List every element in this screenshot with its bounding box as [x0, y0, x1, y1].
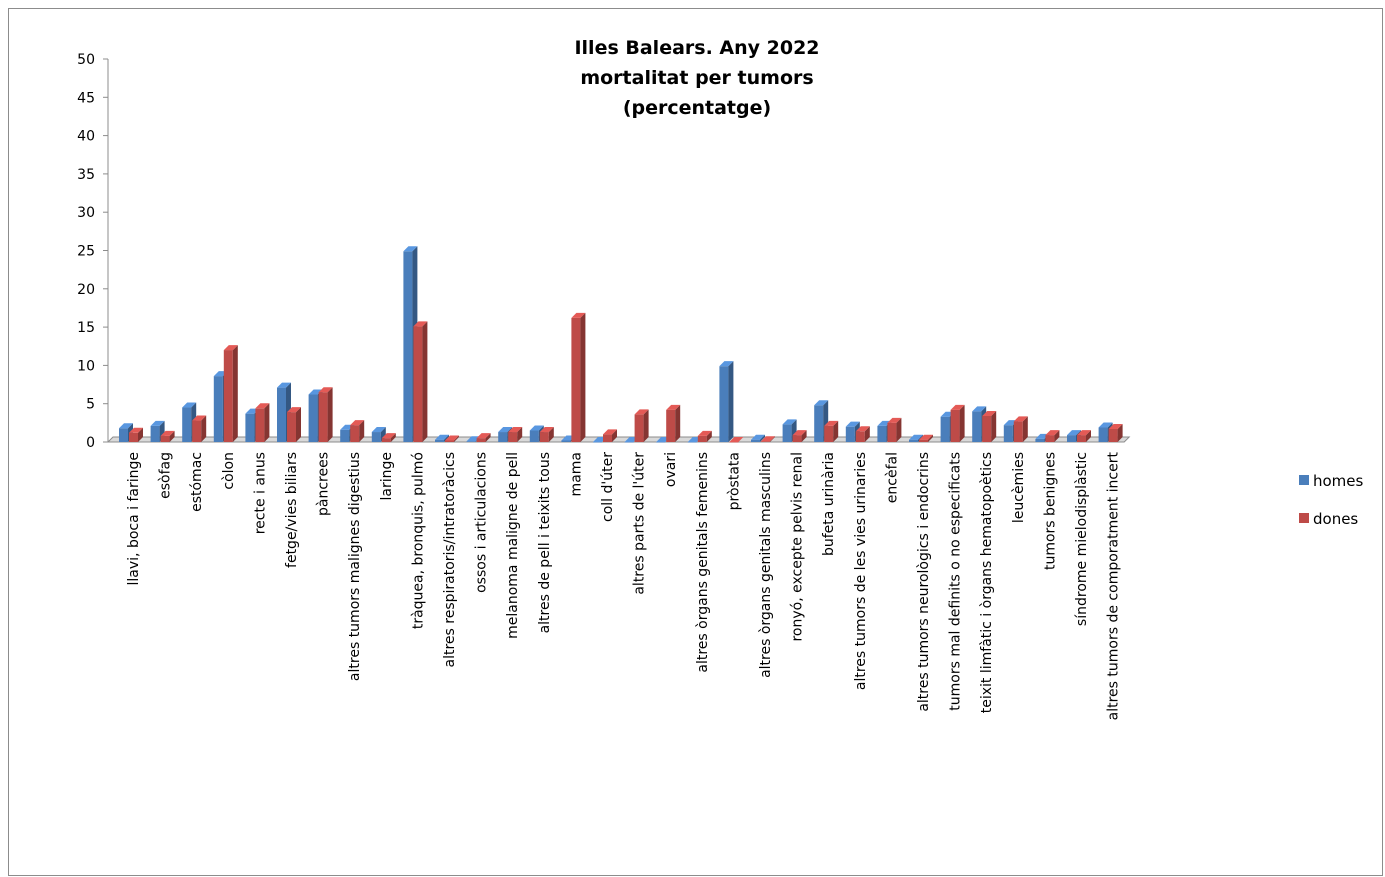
bar-dones	[855, 426, 870, 442]
bar-dones	[350, 420, 365, 442]
bar-dones	[1013, 416, 1028, 442]
x-category-label: altres parts de l'úter	[632, 452, 648, 595]
x-category-label: encèfal	[884, 452, 900, 503]
x-category-label: llavi, boca i faringe	[126, 452, 142, 585]
bar-dones	[571, 312, 586, 442]
bar-dones	[729, 437, 744, 443]
x-category-label: altres respiratoris/intratoràcics	[442, 452, 458, 668]
x-category-label: tumors benignes	[1042, 452, 1058, 570]
y-axis: 0 5 10 15 20 25 30 35 40 45 50	[77, 52, 109, 451]
x-category-label: leucèmies	[1011, 452, 1027, 523]
x-category-label: pàncrees	[316, 452, 332, 516]
y-tick-label: 35	[77, 167, 95, 183]
x-category-label: altres tumors malignes digestius	[347, 452, 363, 681]
x-axis-labels: llavi, boca i faringe esòfag estómac còlon r…	[126, 451, 1122, 720]
bar-dones	[761, 436, 775, 442]
x-category-label: altres tumors de les vies urinaries	[853, 452, 869, 690]
x-category-label: altres de pell i teixits tous	[537, 452, 553, 633]
x-category-label: pròstata	[726, 452, 742, 510]
bar-dones	[445, 435, 459, 442]
chart-title-line-1: Illes Balears. Any 2022	[574, 37, 819, 59]
bar-dones	[129, 427, 143, 442]
y-tick-label: 50	[77, 52, 95, 68]
y-tick-label: 30	[77, 205, 95, 221]
y-tick-label: 10	[77, 358, 95, 374]
bar-dones	[1045, 430, 1060, 442]
bars	[119, 246, 1123, 443]
y-tick-label: 5	[86, 397, 95, 413]
x-category-label: tràquea, bronquis, pulmó	[410, 452, 426, 629]
x-category-label: teixit limfàtic i òrgans hematopoètics	[979, 452, 995, 713]
legend-swatch	[1299, 513, 1309, 523]
x-category-label: tumors mal definits o no especificats	[948, 452, 964, 711]
bar-dones	[223, 345, 238, 442]
bar-dones	[919, 434, 933, 442]
bar-homes	[719, 361, 734, 442]
y-tick-label: 40	[77, 129, 95, 145]
bar-dones	[192, 415, 207, 442]
bar-dones	[539, 427, 554, 442]
bar-dones	[381, 433, 396, 442]
y-tick-label: 20	[77, 282, 95, 298]
bar-dones	[255, 403, 270, 442]
bar-dones	[1077, 430, 1091, 442]
chart-title-line-3: (percentatge)	[623, 97, 771, 119]
legend-item-homes: homes	[1299, 472, 1364, 490]
bar-dones	[318, 387, 333, 442]
x-category-label: ossos i articulacions	[474, 452, 490, 593]
x-category-label: coll d'úter	[600, 452, 616, 522]
bar-dones	[697, 430, 712, 442]
x-category-label: mama	[568, 452, 584, 496]
legend-swatch	[1299, 475, 1309, 485]
x-category-label: altres tumors de comporatment incert	[1106, 451, 1122, 720]
bar-dones	[666, 404, 681, 442]
y-tick-label: 15	[77, 320, 95, 336]
bar-homes	[435, 434, 449, 442]
x-category-label: esòfag	[158, 452, 174, 499]
bar-dones	[792, 430, 807, 442]
x-category-label: ronyó, excepte pelvis renal	[790, 452, 806, 642]
x-category-label: bufeta urinària	[821, 452, 837, 556]
chart-title: Illes Balears. Any 2022 mortalitat per t…	[574, 37, 819, 119]
x-category-label: ovari	[663, 452, 679, 487]
x-category-label: síndrome mielodisplàstic	[1074, 452, 1090, 626]
bar-dones	[413, 321, 428, 442]
bar-dones	[1108, 423, 1123, 442]
x-category-label: recte i anus	[252, 452, 268, 534]
y-tick-label: 25	[77, 244, 95, 260]
x-category-label: laringe	[379, 452, 395, 501]
y-tick-label: 0	[86, 435, 95, 451]
bar-dones	[950, 404, 965, 442]
bar-dones	[887, 417, 902, 442]
legend-item-dones: dones	[1299, 510, 1358, 528]
bar-dones	[603, 429, 617, 442]
legend-label: homes	[1313, 472, 1364, 490]
y-tick-label: 45	[77, 90, 95, 106]
bar-dones	[160, 430, 175, 442]
x-category-label: fetge/vies biliars	[284, 452, 300, 568]
legend-label: dones	[1313, 510, 1358, 528]
x-category-label: melanoma maligne de pell	[505, 452, 521, 639]
bar-homes	[751, 434, 765, 442]
bar-dones	[476, 433, 491, 442]
x-category-label: còlon	[221, 452, 237, 490]
bar-dones	[287, 407, 301, 442]
x-category-label: altres tumors neurològics i endocrins	[916, 452, 932, 712]
x-category-label: altres òrgans genitals masculins	[758, 452, 774, 678]
bar-dones	[634, 409, 649, 442]
legend: homes dones	[1299, 472, 1364, 528]
bar-dones	[824, 420, 839, 442]
x-category-label: estómac	[189, 452, 205, 512]
x-category-label: altres òrgans genitals femenins	[695, 452, 711, 673]
bar-dones	[508, 427, 523, 442]
bar-dones	[982, 410, 997, 442]
chart-title-line-2: mortalitat per tumors	[580, 67, 813, 89]
